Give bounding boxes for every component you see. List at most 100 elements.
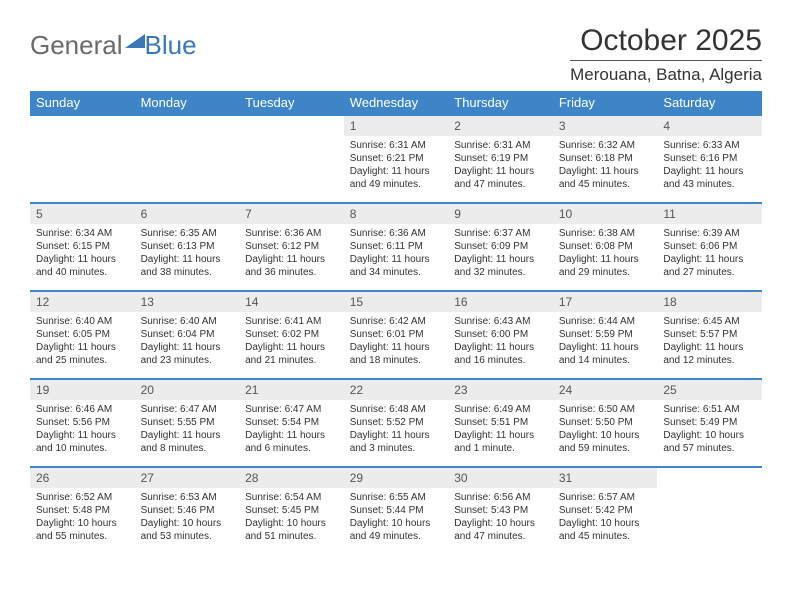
weekday-header: Friday [553,91,658,115]
sunrise-text: Sunrise: 6:54 AM [245,491,338,504]
daylight-text: Daylight: 11 hours and 43 minutes. [663,165,756,191]
calendar-day-cell: 2Sunrise: 6:31 AMSunset: 6:19 PMDaylight… [448,115,553,203]
calendar-day-cell: 3 Sunrise: 6:32 AMSunset: 6:18 PMDaylight… [553,115,658,203]
daylight-text: Daylight: 11 hours and 49 minutes. [350,165,443,191]
sunset-text: Sunset: 6:19 PM [454,152,547,165]
calendar-day-cell [30,115,135,203]
calendar-day-cell: 23Sunrise: 6:49 AMSunset: 5:51 PMDayligh… [448,379,553,467]
daylight-text: Daylight: 10 hours and 51 minutes. [245,517,338,543]
logo: General Blue [30,30,197,61]
sunrise-text: Sunrise: 6:40 AM [36,315,129,328]
day-number: 30 [448,468,553,488]
day-details: Sunrise: 6:33 AMSunset: 6:16 PMDaylight:… [657,136,762,195]
title-block: October 2025 Merouana, Batna, Algeria [570,24,762,85]
sunrise-text: Sunrise: 6:32 AM [559,139,652,152]
calendar-week-row: 1Sunrise: 6:31 AMSunset: 6:21 PMDaylight… [30,115,762,203]
sunrise-text: Sunrise: 6:33 AM [663,139,756,152]
sunset-text: Sunset: 6:05 PM [36,328,129,341]
sunrise-text: Sunrise: 6:53 AM [141,491,234,504]
day-number: 28 [239,468,344,488]
day-details: Sunrise: 6:39 AMSunset: 6:06 PMDaylight:… [657,224,762,283]
logo-text-general: General [30,30,123,61]
daylight-text: Daylight: 11 hours and 6 minutes. [245,429,338,455]
sunrise-text: Sunrise: 6:35 AM [141,227,234,240]
daylight-text: Daylight: 11 hours and 34 minutes. [350,253,443,279]
calendar-day-cell: 7Sunrise: 6:36 AMSunset: 6:12 PMDaylight… [239,203,344,291]
daylight-text: Daylight: 10 hours and 55 minutes. [36,517,129,543]
sunset-text: Sunset: 6:18 PM [559,152,652,165]
daylight-text: Daylight: 10 hours and 47 minutes. [454,517,547,543]
daylight-text: Daylight: 11 hours and 45 minutes. [559,165,652,191]
calendar-day-cell: 20Sunrise: 6:47 AMSunset: 5:55 PMDayligh… [135,379,240,467]
sunset-text: Sunset: 5:43 PM [454,504,547,517]
day-details: Sunrise: 6:44 AMSunset: 5:59 PMDaylight:… [553,312,658,371]
day-number: 8 [344,204,449,224]
sunrise-text: Sunrise: 6:31 AM [454,139,547,152]
calendar-day-cell: 8Sunrise: 6:36 AMSunset: 6:11 PMDaylight… [344,203,449,291]
day-number [30,116,135,122]
sunset-text: Sunset: 5:42 PM [559,504,652,517]
month-title: October 2025 [570,24,762,58]
logo-triangle-icon [125,34,145,48]
day-number [135,116,240,122]
calendar-day-cell [135,115,240,203]
sunrise-text: Sunrise: 6:57 AM [559,491,652,504]
sunset-text: Sunset: 5:56 PM [36,416,129,429]
day-number: 3 [553,116,658,136]
day-number: 27 [135,468,240,488]
sunset-text: Sunset: 6:21 PM [350,152,443,165]
sunset-text: Sunset: 5:46 PM [141,504,234,517]
day-number: 19 [30,380,135,400]
daylight-text: Daylight: 11 hours and 40 minutes. [36,253,129,279]
day-details: Sunrise: 6:38 AMSunset: 6:08 PMDaylight:… [553,224,658,283]
sunset-text: Sunset: 5:51 PM [454,416,547,429]
day-details: Sunrise: 6:35 AMSunset: 6:13 PMDaylight:… [135,224,240,283]
daylight-text: Daylight: 11 hours and 27 minutes. [663,253,756,279]
header: General Blue October 2025 Merouana, Batn… [30,24,762,85]
weekday-header: Monday [135,91,240,115]
sunrise-text: Sunrise: 6:51 AM [663,403,756,416]
sunrise-text: Sunrise: 6:31 AM [350,139,443,152]
sunset-text: Sunset: 5:48 PM [36,504,129,517]
weekday-header: Sunday [30,91,135,115]
calendar-day-cell: 1Sunrise: 6:31 AMSunset: 6:21 PMDaylight… [344,115,449,203]
calendar-day-cell: 10Sunrise: 6:38 AMSunset: 6:08 PMDayligh… [553,203,658,291]
calendar-day-cell: 17Sunrise: 6:44 AMSunset: 5:59 PMDayligh… [553,291,658,379]
day-number: 22 [344,380,449,400]
calendar-day-cell: 25Sunrise: 6:51 AMSunset: 5:49 PMDayligh… [657,379,762,467]
sunrise-text: Sunrise: 6:34 AM [36,227,129,240]
sunrise-text: Sunrise: 6:43 AM [454,315,547,328]
day-details: Sunrise: 6:50 AMSunset: 5:50 PMDaylight:… [553,400,658,459]
calendar-week-row: 5Sunrise: 6:34 AMSunset: 6:15 PMDaylight… [30,203,762,291]
sunrise-text: Sunrise: 6:44 AM [559,315,652,328]
daylight-text: Daylight: 11 hours and 32 minutes. [454,253,547,279]
calendar-day-cell: 11Sunrise: 6:39 AMSunset: 6:06 PMDayligh… [657,203,762,291]
day-details: Sunrise: 6:48 AMSunset: 5:52 PMDaylight:… [344,400,449,459]
day-details: Sunrise: 6:31 AMSunset: 6:21 PMDaylight:… [344,136,449,195]
day-number: 25 [657,380,762,400]
sunrise-text: Sunrise: 6:56 AM [454,491,547,504]
sunrise-text: Sunrise: 6:52 AM [36,491,129,504]
day-number: 20 [135,380,240,400]
day-details: Sunrise: 6:53 AMSunset: 5:46 PMDaylight:… [135,488,240,547]
calendar-week-row: 12Sunrise: 6:40 AMSunset: 6:05 PMDayligh… [30,291,762,379]
day-number: 15 [344,292,449,312]
sunset-text: Sunset: 5:57 PM [663,328,756,341]
calendar-table: Sunday Monday Tuesday Wednesday Thursday… [30,91,762,555]
daylight-text: Daylight: 11 hours and 25 minutes. [36,341,129,367]
calendar-day-cell: 5Sunrise: 6:34 AMSunset: 6:15 PMDaylight… [30,203,135,291]
calendar-day-cell: 18Sunrise: 6:45 AMSunset: 5:57 PMDayligh… [657,291,762,379]
day-number: 29 [344,468,449,488]
sunrise-text: Sunrise: 6:38 AM [559,227,652,240]
day-number: 16 [448,292,553,312]
sunset-text: Sunset: 5:59 PM [559,328,652,341]
sunset-text: Sunset: 6:13 PM [141,240,234,253]
calendar-day-cell: 12Sunrise: 6:40 AMSunset: 6:05 PMDayligh… [30,291,135,379]
day-details: Sunrise: 6:54 AMSunset: 5:45 PMDaylight:… [239,488,344,547]
daylight-text: Daylight: 11 hours and 18 minutes. [350,341,443,367]
sunset-text: Sunset: 6:12 PM [245,240,338,253]
day-number: 6 [135,204,240,224]
day-number: 5 [30,204,135,224]
calendar-day-cell: 21Sunrise: 6:47 AMSunset: 5:54 PMDayligh… [239,379,344,467]
day-number: 14 [239,292,344,312]
